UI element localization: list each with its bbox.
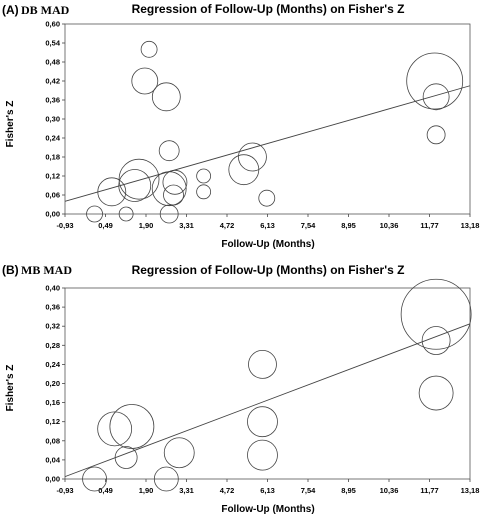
panel-a-y-tick-label: 0,54	[45, 39, 60, 48]
panel-a-y-tick-label: 0,06	[45, 191, 60, 200]
panel-b-y-tick-label: 0,36	[45, 303, 60, 312]
panel-a-study-bubble	[196, 184, 212, 200]
panel-a-y-tick-label: 0,18	[45, 153, 60, 162]
panel-b-y-tick-label: 0,16	[45, 398, 60, 407]
panel-a-y-tick-label: 0,00	[45, 210, 60, 219]
panel-a-x-tick-label: 0,49	[98, 221, 113, 230]
panel-b-xlabel: Follow-Up (Months)	[221, 504, 314, 515]
panel-b-x-tick-label: 3,31	[179, 486, 194, 495]
panel-a-plot: 0,00 0,06 0,12 0,18 0,24 0,30 0,36 0,42 0,48 0,54…	[45, 20, 479, 231]
panel-b-study-bubble	[163, 437, 195, 469]
panel-a-x-tick-label: 8,95	[341, 221, 356, 230]
panel-b-x-tick-label: 0,49	[98, 486, 113, 495]
panel-a-study-bubble	[140, 40, 158, 58]
panel-b-study-bubble	[248, 349, 277, 379]
panel-a-study-bubble	[151, 82, 181, 112]
panel-a-study-bubble	[196, 168, 212, 184]
panel-a-x-tick-label: 1,90	[139, 221, 154, 230]
panel-a-title: Regression of Follow-Up (Months) on Fish…	[132, 2, 405, 16]
panel-b-x-tick-label: 6,13	[260, 486, 275, 495]
panel-b-study-bubble	[114, 446, 138, 469]
panel-b-study-bubble	[82, 466, 107, 492]
panel-a-study-bubble	[258, 189, 276, 207]
panel-a-y-tick-label: 0,30	[45, 115, 60, 124]
panel-b-plot-frame	[64, 287, 471, 480]
panel-a-x-tick-label: 13,18	[461, 221, 480, 230]
panel-a-y-tick-label: 0,24	[45, 134, 60, 143]
panel-b-plot: 0,00 0,04 0,08 0,12 0,16 0,20 0,24 0,28 0,32 0,36…	[45, 278, 480, 495]
panel-b-y-tick-label: 0,24	[45, 360, 60, 369]
panel-a-ylabel: Fisher's Z	[5, 101, 16, 148]
panel-b-x-tick-label: -0,93	[56, 486, 73, 495]
panel-a-study-bubble	[131, 67, 159, 95]
panel-a-x-tick-label: -0,93	[56, 221, 73, 230]
panel-a-study-bubble	[163, 184, 184, 206]
panel-b-study-bubble	[153, 466, 179, 492]
panel-b-regression-line	[64, 323, 471, 478]
panel-a-label: (A)	[2, 3, 19, 17]
panel-a-x-tick-label: 11,77	[420, 221, 438, 230]
panel-b-y-tick-label: 0,20	[45, 379, 60, 388]
panel-a-y-tick-label: 0,48	[45, 58, 60, 67]
panel-a-y-tick-label: 0,60	[45, 20, 60, 29]
panel-a-study-bubble	[118, 169, 152, 202]
panel-b-subtitle: MB MAD	[21, 263, 72, 277]
panel-a-x-tick-label: 3,31	[179, 221, 194, 230]
panel-a-study-bubble	[238, 142, 267, 172]
panel-a-y-tick-label: 0,12	[45, 172, 60, 181]
panel-b: (B) MB MAD Regression of Follow-Up (Mont…	[2, 263, 479, 515]
panel-a-xlabel: Follow-Up (Months)	[221, 239, 314, 250]
panel-b-x-tick-label: 4,72	[220, 486, 235, 495]
panel-b-y-tick-label: 0,28	[45, 341, 60, 350]
panel-a: (A) DB MAD Regression of Follow-Up (Mont…	[2, 2, 479, 250]
panel-a-study-bubble	[162, 169, 188, 195]
panel-a-y-tick-label: 0,42	[45, 77, 60, 86]
panel-b-y-tick-label: 0,00	[45, 475, 60, 484]
panel-b-title: Regression of Follow-Up (Months) on Fish…	[132, 263, 405, 277]
panel-a-subtitle: DB MAD	[21, 3, 70, 17]
panel-b-study-bubble	[247, 439, 278, 471]
panel-a-study-bubble	[159, 204, 179, 224]
panel-a-x-tick-label: 10,36	[380, 221, 399, 230]
panel-b-y-tick-label: 0,32	[45, 322, 60, 331]
panel-b-y-tick-label: 0,40	[45, 284, 60, 293]
panel-a-regression-line	[64, 85, 471, 202]
panel-a-study-bubble	[118, 206, 134, 222]
panel-b-x-tick-label: 7,54	[301, 486, 316, 495]
panel-b-label: (B)	[2, 263, 19, 277]
panel-b-x-tick-label: 10,36	[380, 486, 399, 495]
panel-a-study-bubble	[118, 158, 160, 200]
panel-b-study-bubble	[418, 375, 454, 411]
panel-a-study-bubble	[97, 177, 127, 207]
panel-a-study-bubble	[86, 205, 103, 223]
panel-a-plot-frame	[64, 23, 471, 215]
panel-a-study-bubble	[426, 125, 446, 145]
panel-b-study-bubble	[421, 326, 451, 355]
panel-a-x-tick-label: 4,72	[220, 221, 235, 230]
panel-a-study-bubble	[422, 83, 450, 111]
panel-b-y-tick-label: 0,12	[45, 417, 60, 426]
panel-a-study-bubble	[228, 154, 260, 186]
panel-a-study-bubble	[406, 52, 464, 110]
panel-b-x-tick-label: 1,90	[139, 486, 154, 495]
panel-a-y-tick-label: 0,36	[45, 96, 60, 105]
panel-b-x-tick-label: 13,18	[461, 486, 480, 495]
panel-b-x-tick-label: 11,77	[420, 486, 438, 495]
panel-b-y-tick-label: 0,04	[45, 455, 60, 464]
panel-b-y-tick-label: 0,08	[45, 436, 60, 445]
panel-a-x-tick-label: 6,13	[260, 221, 275, 230]
panel-b-x-tick-label: 8,95	[341, 486, 356, 495]
panel-a-study-bubble	[158, 140, 180, 162]
panel-b-ylabel: Fisher's Z	[5, 365, 16, 412]
panel-a-x-tick-label: 7,54	[301, 221, 316, 230]
panel-b-study-bubble	[400, 278, 472, 350]
panel-b-study-bubble	[247, 406, 278, 438]
panel-b-study-bubble	[97, 411, 133, 447]
